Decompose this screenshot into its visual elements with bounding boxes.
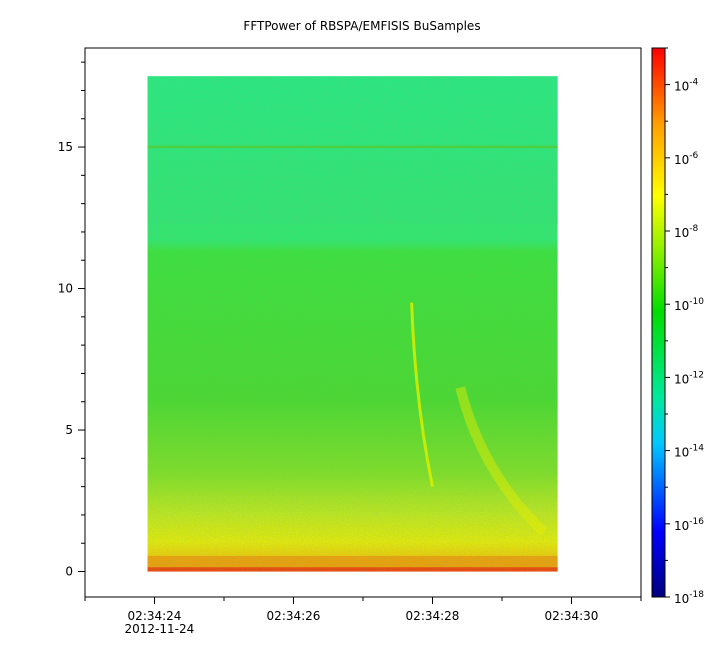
colorbar-tick-label: 10-18 <box>674 590 704 606</box>
colorbar-tick-label: 10-12 <box>674 370 704 386</box>
x-tick-label: 02:34:30 <box>545 609 599 623</box>
whistler-trace <box>410 302 434 487</box>
y-tick-label: 0 <box>65 565 73 579</box>
x-date-label: 2012-11-24 <box>125 622 195 636</box>
colorbar-tick-label: 10-4 <box>674 78 699 94</box>
spectrogram-image <box>147 76 558 572</box>
colorbar-tick-label: 10-10 <box>674 297 704 313</box>
chart-title: FFTPower of RBSPA/EMFISIS BuSamples <box>243 19 480 33</box>
y-tick-label: 5 <box>65 423 73 437</box>
colorbar-tick-label: 10-6 <box>674 151 699 167</box>
y-tick-label: 10 <box>58 282 73 296</box>
colorbar-tick-label: 10-14 <box>674 444 704 460</box>
x-tick-label: 02:34:28 <box>406 609 460 623</box>
y-tick-label: 15 <box>58 140 73 154</box>
spectrogram-noise <box>147 76 558 572</box>
y-axis: 0 5 10 15 <box>58 61 85 579</box>
x-tick-label: 02:34:26 <box>267 609 321 623</box>
chorus-trace <box>455 386 548 536</box>
colorbar-ticks: 10-4 10-6 10-8 10-10 10-12 10-14 10-16 10-18 <box>665 47 704 606</box>
colorbar-tick-label: 10-8 <box>674 224 699 240</box>
colorbar-tick-label: 10-16 <box>674 517 704 533</box>
colorbar <box>651 47 666 598</box>
x-tick-label: 02:34:24 <box>128 609 182 623</box>
